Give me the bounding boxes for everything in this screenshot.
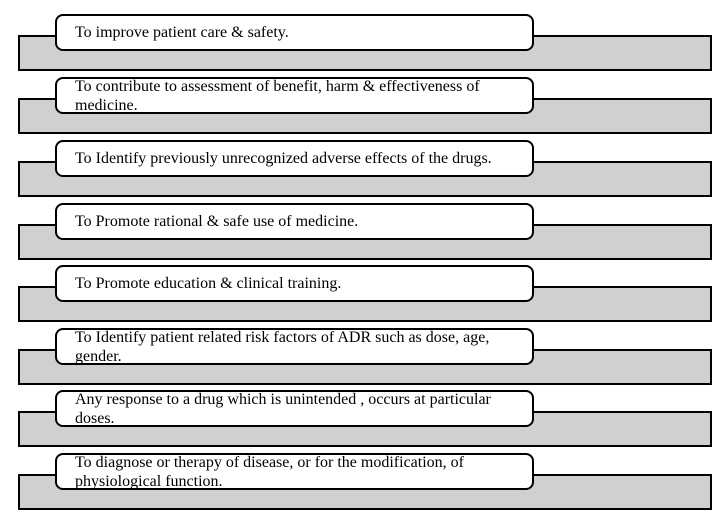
objective-row: To improve patient care & safety.: [0, 14, 718, 74]
objective-row: To Identify patient related risk factors…: [0, 328, 718, 388]
objective-text: To Promote education & clinical training…: [75, 275, 342, 292]
objective-box: To Promote education & clinical training…: [55, 265, 534, 302]
objective-box: To improve patient care & safety.: [55, 14, 534, 51]
objective-box: To diagnose or therapy of disease, or fo…: [55, 453, 534, 490]
objective-text: Any response to a drug which is unintend…: [75, 390, 491, 427]
objective-text: To contribute to assessment of benefit, …: [75, 77, 480, 114]
objective-row: To Promote rational & safe use of medici…: [0, 203, 718, 263]
objective-box: To Identify patient related risk factors…: [55, 328, 534, 365]
objective-text: To diagnose or therapy of disease, or fo…: [75, 453, 464, 490]
objective-text: To Identify previously unrecognized adve…: [75, 150, 492, 167]
objective-text: To improve patient care & safety.: [75, 24, 289, 41]
objective-box: To contribute to assessment of benefit, …: [55, 77, 534, 114]
objective-text: To Identify patient related risk factors…: [75, 328, 490, 365]
objective-text: To Promote rational & safe use of medici…: [75, 213, 359, 230]
objective-row: To Promote education & clinical training…: [0, 265, 718, 325]
objective-row: To diagnose or therapy of disease, or fo…: [0, 453, 718, 513]
objective-row: To contribute to assessment of benefit, …: [0, 77, 718, 137]
objective-box: To Identify previously unrecognized adve…: [55, 140, 534, 177]
objective-row: To Identify previously unrecognized adve…: [0, 140, 718, 200]
objective-row: Any response to a drug which is unintend…: [0, 390, 718, 450]
objective-box: Any response to a drug which is unintend…: [55, 390, 534, 427]
objective-box: To Promote rational & safe use of medici…: [55, 203, 534, 240]
